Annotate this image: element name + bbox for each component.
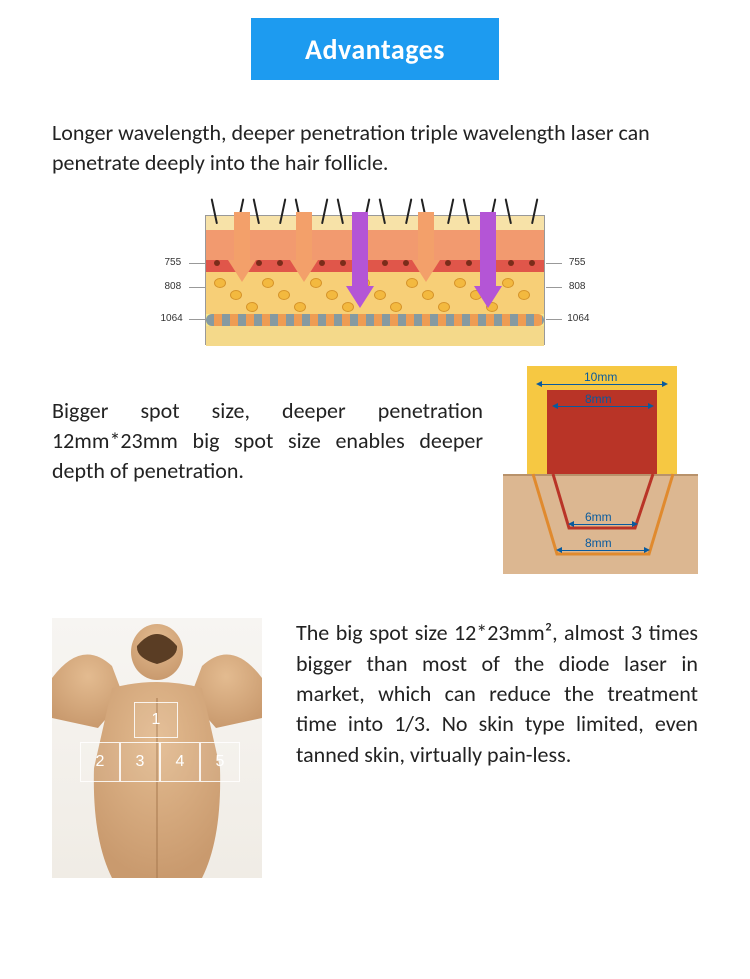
wavelength-arrow [346,212,374,308]
inner-width-arrow [557,406,649,407]
skin-cross-section-diagram: 755 808 1064 755 808 1064 [153,195,598,360]
follicle-root [403,260,409,266]
treatment-zone-1: 1 [134,702,178,738]
depth-label-left-1064: 1064 [161,313,183,324]
depth-label-right-755: 755 [569,257,586,268]
fat-cell [390,302,402,312]
section2-text: Bigger spot size, deeper penetra­tion 12… [52,396,483,485]
shallow-depth-arrow [573,524,633,525]
fat-cell [454,278,466,288]
label-line [189,263,205,264]
treatment-zone-5: 5 [200,742,240,782]
fat-cell [214,278,226,288]
zone-label: 5 [216,753,225,771]
follicle-root [382,260,388,266]
outer-width-arrow [541,384,663,385]
deep-depth-label: 8mm [585,536,612,550]
follicle-root [466,260,472,266]
wavelength-arrow [228,212,256,282]
fat-cell [246,302,258,312]
depth-label-right-1064: 1064 [567,313,589,324]
inner-width-label: 8mm [585,392,612,406]
follicle-root [256,260,262,266]
spot-size-diagram: 10mm 8mm 6mm 8mm [503,366,698,576]
follicle-root [319,260,325,266]
deep-depth-arrow [561,550,645,551]
fat-cell [518,290,530,300]
treatment-zone-2: 2 [80,742,120,782]
section1-text: Longer wavelength, deeper penetration tr… [52,118,698,177]
follicle-root [214,260,220,266]
fat-cell [438,302,450,312]
follicle-root [277,260,283,266]
zone-label: 2 [96,753,105,771]
label-line [546,263,562,264]
outer-width-label: 10mm [584,370,617,384]
fat-cell [326,290,338,300]
depth-label-right-808: 808 [569,281,586,292]
fat-cell [230,290,242,300]
section2-row: Bigger spot size, deeper penetra­tion 12… [52,396,698,576]
follicle-root [529,260,535,266]
wavelength-arrow [474,212,502,308]
header-title: Advantages [305,32,445,67]
back-treatment-image: 1 2 3 4 5 [52,618,262,878]
treatment-zone-4: 4 [160,742,200,782]
wavelength-arrow [412,212,440,282]
fat-cell [262,278,274,288]
wavelength-arrow [290,212,318,282]
section3-row: 1 2 3 4 5 The big spot size 12*23mm², almost… [52,618,698,878]
wave-line [206,314,544,326]
follicle-root [508,260,514,266]
zone-label: 4 [176,753,185,771]
skin-layer [206,326,544,346]
section3-text: The big spot size 12*23mm², almost 3 tim… [296,618,698,770]
label-line [546,319,562,320]
shallow-depth-label: 6mm [585,510,612,524]
fat-cell [294,302,306,312]
zone-label: 1 [152,711,161,729]
zone-label: 3 [136,753,145,771]
treatment-zone-3: 3 [120,742,160,782]
label-line [546,287,562,288]
depth-label-left-755: 755 [165,257,182,268]
fat-cell [422,290,434,300]
header-banner: Advantages [251,18,499,80]
label-line [189,319,205,320]
fat-cell [374,290,386,300]
fat-cell [502,278,514,288]
label-line [189,287,205,288]
depth-label-left-808: 808 [165,281,182,292]
fat-cell [278,290,290,300]
follicle-root [445,260,451,266]
